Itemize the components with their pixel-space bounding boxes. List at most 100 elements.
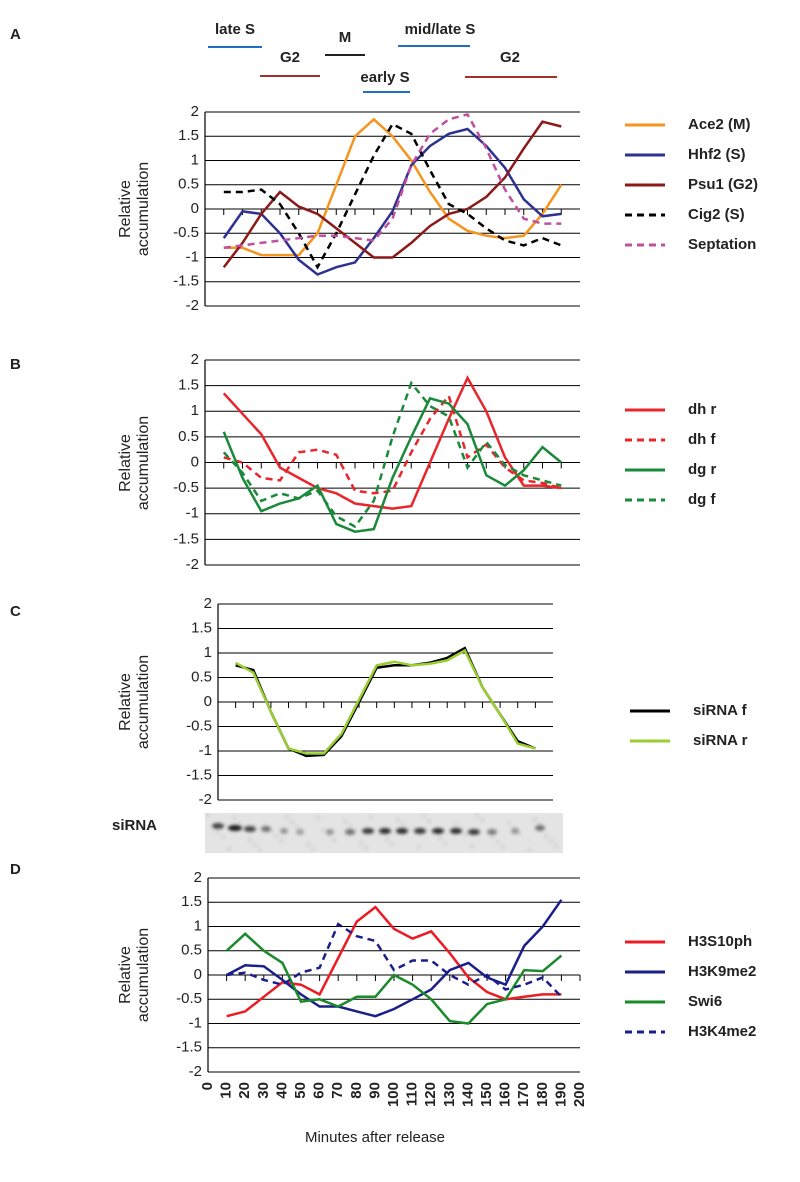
- y-tick-label: 0.5: [178, 428, 199, 445]
- series-line: [223, 393, 562, 495]
- gel-noise: [533, 817, 537, 821]
- gel-noise: [295, 825, 299, 829]
- gel-band: [362, 828, 374, 834]
- y-tick-label: -2: [186, 297, 199, 314]
- gel-band: [535, 825, 545, 831]
- gel-noise: [279, 839, 283, 843]
- gel-noise: [459, 827, 463, 831]
- gel-noise: [227, 847, 231, 851]
- legend-label: Hhf2 (S): [688, 146, 746, 163]
- y-tick-label: -1: [189, 1014, 202, 1031]
- x-tick-label: 0: [199, 1082, 216, 1090]
- gel-noise: [216, 830, 220, 834]
- y-tick-label: 1: [204, 644, 212, 661]
- gel-band: [468, 829, 480, 835]
- legend-label: Cig2 (S): [688, 206, 745, 223]
- y-tick-label: -0.5: [173, 479, 199, 496]
- y-tick-label: 1: [191, 402, 199, 419]
- x-tick-label: 60: [311, 1082, 328, 1099]
- legend-label: Septation: [688, 236, 756, 253]
- x-tick-label: 170: [515, 1082, 532, 1107]
- y-tick-label: 2: [204, 595, 212, 612]
- x-tick-label: 20: [236, 1082, 253, 1099]
- gel-band: [345, 829, 355, 835]
- legend-label: H3K9me2: [688, 963, 756, 980]
- gel-noise: [470, 844, 474, 848]
- y-tick-label: -1: [199, 742, 212, 759]
- gel-noise: [517, 831, 521, 835]
- gel-band: [244, 826, 256, 832]
- phase-label: early S: [360, 69, 409, 86]
- gel-noise: [316, 816, 320, 820]
- y-tick-label: 1: [194, 917, 202, 934]
- y-tick-label: 0: [204, 693, 212, 710]
- phase-label: mid/late S: [405, 21, 476, 38]
- y-tick-label: 1.5: [178, 377, 199, 394]
- gel-noise: [491, 835, 495, 839]
- gel-noise: [306, 842, 310, 846]
- y-axis-label: Relative accumulation: [117, 927, 152, 1023]
- series-line: [234, 648, 536, 755]
- gel-noise: [311, 847, 315, 851]
- series-line: [222, 120, 562, 268]
- y-axis-label: Relative accumulation: [117, 415, 152, 510]
- y-axis-label: Relative accumulation: [117, 161, 152, 257]
- gel-noise: [380, 832, 384, 836]
- legend-label: Ace2 (M): [688, 116, 751, 133]
- y-tick-label: 0.5: [181, 942, 202, 959]
- gel-noise: [475, 813, 479, 817]
- y-tick-label: 0: [194, 966, 202, 983]
- gel-noise: [322, 828, 326, 832]
- phase-label: late S: [215, 21, 255, 38]
- gel-noise: [443, 841, 447, 845]
- x-tick-label: 160: [497, 1082, 514, 1107]
- gel-noise: [406, 828, 410, 832]
- legend-label: dh r: [688, 401, 716, 418]
- gel-noise: [464, 832, 468, 836]
- gel-noise: [549, 839, 553, 843]
- gel-noise: [396, 818, 400, 822]
- y-tick-label: 1.5: [191, 619, 212, 636]
- gel-band: [450, 828, 462, 834]
- gel-noise: [554, 844, 558, 848]
- gel-noise: [264, 824, 268, 828]
- gel-noise: [385, 837, 389, 841]
- gel-noise: [348, 824, 352, 828]
- y-tick-label: -2: [189, 1063, 202, 1080]
- y-tick-label: 0.5: [178, 176, 199, 193]
- legend-label: H3S10ph: [688, 933, 752, 950]
- legend-label: dh f: [688, 431, 716, 448]
- gel-noise: [343, 819, 347, 823]
- gel-noise: [438, 836, 442, 840]
- x-tick-label: 40: [273, 1082, 290, 1099]
- gel-noise: [417, 845, 421, 849]
- x-tick-label: 140: [459, 1082, 476, 1107]
- gel-noise: [390, 842, 394, 846]
- legend-label: dg r: [688, 461, 716, 478]
- gel-band: [280, 828, 288, 834]
- gel-noise: [232, 816, 236, 820]
- y-tick-label: -0.5: [186, 717, 212, 734]
- y-tick-label: -2: [186, 556, 199, 573]
- series-line: [226, 899, 563, 1018]
- y-tick-label: -1: [186, 505, 199, 522]
- y-tick-label: 0.5: [191, 668, 212, 685]
- gel-noise: [332, 838, 336, 842]
- series-line: [226, 922, 563, 998]
- gel-band: [396, 828, 408, 834]
- series-line: [222, 127, 562, 276]
- x-tick-label: 90: [366, 1082, 383, 1099]
- x-tick-label: 70: [329, 1082, 346, 1099]
- y-tick-label: 2: [191, 351, 199, 368]
- x-tick-label: 120: [422, 1082, 439, 1107]
- series-line: [225, 932, 563, 1025]
- gel-noise: [496, 840, 500, 844]
- gel-noise: [221, 835, 225, 839]
- gel-noise: [290, 820, 294, 824]
- legend-label: dg f: [688, 491, 716, 508]
- gel-noise: [285, 815, 289, 819]
- phase-label: G2: [280, 49, 300, 66]
- legend-label: Swi6: [688, 993, 722, 1010]
